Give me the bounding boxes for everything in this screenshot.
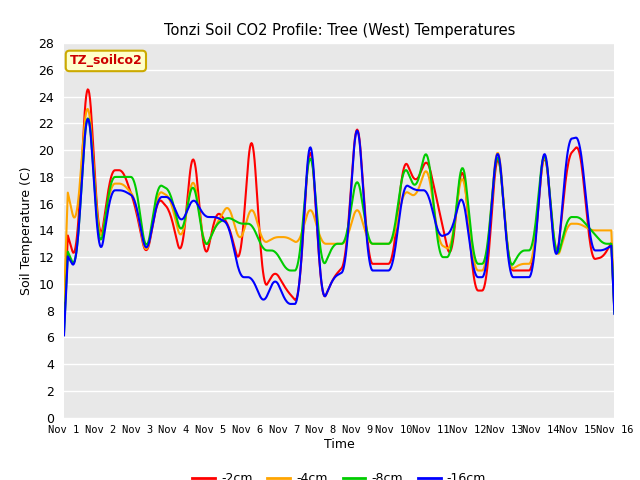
- Y-axis label: Soil Temperature (C): Soil Temperature (C): [20, 166, 33, 295]
- Legend: -2cm, -4cm, -8cm, -16cm: -2cm, -4cm, -8cm, -16cm: [187, 467, 492, 480]
- X-axis label: Time: Time: [324, 438, 355, 451]
- Text: TZ_soilco2: TZ_soilco2: [70, 54, 142, 67]
- Title: Tonzi Soil CO2 Profile: Tree (West) Temperatures: Tonzi Soil CO2 Profile: Tree (West) Temp…: [163, 23, 515, 38]
